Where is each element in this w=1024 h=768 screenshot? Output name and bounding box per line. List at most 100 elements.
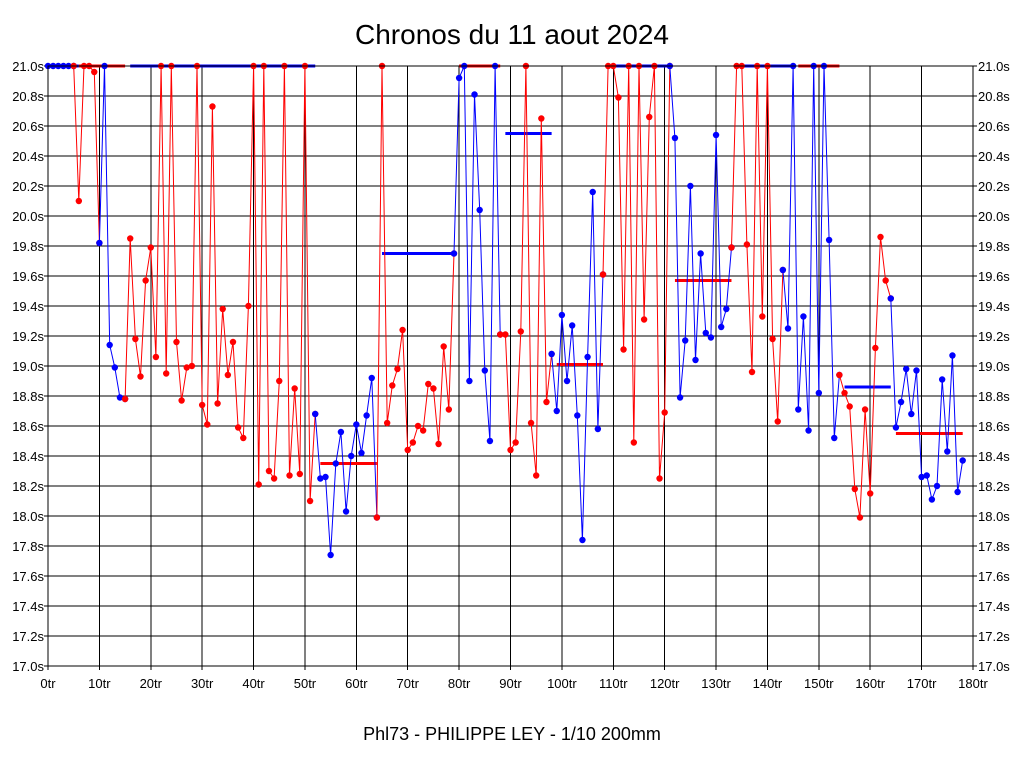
x-tick-label: 50tr bbox=[294, 676, 317, 691]
data-point-blue bbox=[594, 425, 602, 433]
y-tick-label-right: 18.6s bbox=[978, 419, 1010, 434]
data-point-blue bbox=[682, 337, 689, 344]
data-point-red bbox=[419, 427, 427, 434]
y-tick-label-right: 19.0s bbox=[978, 359, 1010, 374]
data-point-red bbox=[851, 485, 859, 493]
data-point-red bbox=[414, 422, 422, 430]
data-point-red bbox=[142, 277, 149, 284]
x-tick-label: 90tr bbox=[499, 676, 522, 691]
y-tick-label-left: 17.8s bbox=[12, 539, 44, 554]
data-point-red bbox=[882, 277, 889, 284]
y-tick-label-left: 17.0s bbox=[12, 659, 44, 674]
data-point-blue bbox=[337, 428, 345, 436]
data-point-red bbox=[527, 419, 535, 427]
data-point-red bbox=[214, 400, 221, 407]
data-point-blue bbox=[723, 305, 730, 313]
data-point-blue bbox=[450, 250, 458, 257]
data-point-red bbox=[615, 94, 622, 101]
data-point-red bbox=[147, 244, 154, 251]
data-point-red bbox=[435, 440, 442, 448]
y-tick-label-right: 20.2s bbox=[978, 179, 1010, 194]
data-point-blue bbox=[779, 266, 787, 274]
data-point-blue bbox=[938, 376, 946, 383]
y-tick-label-right: 20.6s bbox=[978, 119, 1010, 134]
data-point-red bbox=[373, 514, 381, 521]
y-tick-label-right: 17.8s bbox=[978, 539, 1010, 554]
series-line-blue bbox=[98, 65, 126, 400]
data-point-blue bbox=[707, 334, 715, 341]
data-point-red bbox=[759, 313, 766, 320]
series-line-blue bbox=[453, 65, 501, 442]
data-point-blue bbox=[697, 250, 704, 257]
data-point-blue bbox=[805, 427, 812, 434]
data-point-red bbox=[383, 419, 391, 427]
data-point-red bbox=[245, 302, 252, 310]
data-point-blue bbox=[317, 475, 324, 482]
series-line-blue bbox=[669, 65, 732, 398]
series-line-red bbox=[124, 65, 316, 502]
data-point-blue bbox=[717, 323, 725, 331]
x-tick-label: 40tr bbox=[242, 676, 265, 691]
y-tick-label-left: 18.4s bbox=[12, 449, 44, 464]
data-point-blue bbox=[106, 341, 113, 349]
x-tick-label: 120tr bbox=[650, 676, 680, 691]
x-tick-label: 20tr bbox=[140, 676, 163, 691]
data-point-red bbox=[152, 353, 160, 361]
data-point-red bbox=[404, 446, 411, 454]
data-point-red bbox=[440, 343, 447, 350]
data-point-blue bbox=[353, 421, 360, 428]
data-point-red bbox=[836, 371, 843, 379]
data-point-blue bbox=[347, 452, 355, 460]
chart-title: Chronos du 11 aout 2024 bbox=[355, 19, 669, 50]
data-point-red bbox=[209, 103, 216, 110]
data-point-blue bbox=[825, 236, 833, 244]
x-tick-label: 160tr bbox=[855, 676, 885, 691]
data-point-blue bbox=[584, 353, 591, 361]
data-point-red bbox=[389, 382, 396, 389]
data-point-red bbox=[162, 370, 170, 377]
data-point-red bbox=[183, 364, 190, 371]
data-point-red bbox=[234, 424, 242, 431]
y-tick-label-left: 18.6s bbox=[12, 419, 44, 434]
data-point-blue bbox=[671, 134, 679, 142]
data-point-blue bbox=[358, 449, 365, 457]
y-tick-label-right: 19.4s bbox=[978, 299, 1010, 314]
y-tick-label-right: 17.0s bbox=[978, 659, 1010, 674]
data-point-blue bbox=[692, 356, 699, 364]
data-point-red bbox=[620, 346, 627, 353]
data-point-red bbox=[661, 409, 668, 416]
data-point-red bbox=[75, 197, 83, 205]
data-point-blue bbox=[455, 74, 463, 82]
data-point-red bbox=[127, 235, 134, 242]
data-point-red bbox=[224, 371, 232, 379]
data-point-red bbox=[646, 113, 653, 121]
series-line-red bbox=[731, 65, 784, 422]
data-point-red bbox=[445, 406, 453, 413]
y-tick-label-right: 17.6s bbox=[978, 569, 1010, 584]
data-point-red bbox=[517, 328, 524, 335]
data-point-red bbox=[296, 470, 304, 478]
data-point-red bbox=[861, 406, 869, 413]
data-point-blue bbox=[702, 329, 709, 337]
y-tick-label-left: 19.6s bbox=[12, 269, 44, 284]
y-tick-label-left: 19.0s bbox=[12, 359, 44, 374]
data-point-blue bbox=[800, 313, 807, 320]
data-point-red bbox=[198, 401, 206, 409]
data-point-blue bbox=[908, 410, 915, 418]
data-point-red bbox=[291, 385, 298, 392]
data-point-blue bbox=[332, 460, 339, 467]
data-point-blue bbox=[933, 482, 941, 490]
data-point-red bbox=[543, 398, 550, 406]
data-point-red bbox=[219, 305, 226, 313]
data-point-blue bbox=[471, 91, 478, 98]
data-point-blue bbox=[918, 473, 925, 481]
series-line-red bbox=[500, 65, 553, 476]
data-point-blue bbox=[563, 377, 571, 385]
data-point-blue bbox=[831, 434, 838, 442]
data-point-red bbox=[841, 389, 848, 397]
data-point-red bbox=[425, 380, 432, 388]
data-points bbox=[44, 62, 966, 559]
y-tick-label-right: 18.0s bbox=[978, 509, 1010, 524]
data-point-blue bbox=[481, 367, 489, 374]
data-point-red bbox=[877, 233, 884, 241]
